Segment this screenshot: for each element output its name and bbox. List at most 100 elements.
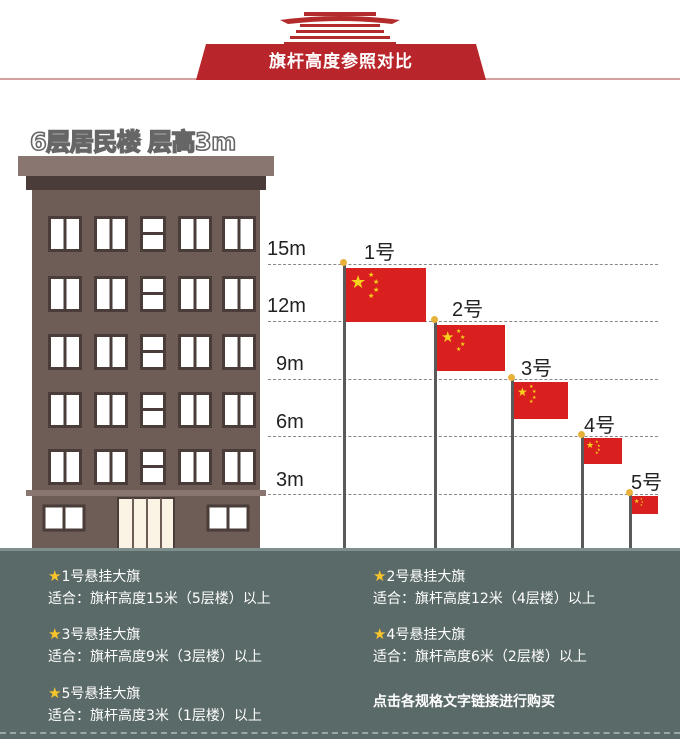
- window-frame: [63, 337, 67, 367]
- star-icon: ★: [373, 625, 387, 643]
- window-frame: [193, 452, 197, 482]
- height-line-3m: [268, 494, 658, 495]
- window-frame: [237, 395, 241, 425]
- svg-text:★: ★: [456, 328, 461, 335]
- window-frame: [237, 452, 241, 482]
- flag-5[interactable]: ★ ★ ★ ★: [632, 496, 658, 514]
- svg-text:★: ★: [373, 286, 379, 294]
- window-frame: [193, 279, 197, 309]
- item-suit-2: 适合：旗杆高度12米（4层楼）以上: [373, 591, 596, 607]
- window-frame: [193, 337, 197, 367]
- svg-text:★: ★: [532, 395, 537, 401]
- height-label-9m: 9m: [276, 353, 304, 375]
- height-line-12m: [268, 321, 658, 322]
- height-line-15m: [268, 264, 658, 265]
- building-title: 6层居民楼 层高3m: [29, 127, 237, 157]
- window-frame: [237, 219, 241, 249]
- svg-text:★: ★: [529, 399, 534, 405]
- svg-text:★: ★: [456, 346, 461, 353]
- flagpole-3: [511, 379, 514, 548]
- window-frame: [109, 219, 113, 249]
- svg-text:★: ★: [350, 272, 366, 293]
- star-icon: ★: [48, 684, 62, 702]
- window-frame: [237, 337, 241, 367]
- flag-label-5[interactable]: 5号: [631, 472, 663, 494]
- flag-4[interactable]: ★ ★ ★ ★ ★: [584, 438, 622, 464]
- window-frame: [63, 219, 67, 249]
- pole-top-3: [508, 374, 515, 381]
- flag-3[interactable]: ★ ★ ★ ★ ★: [514, 382, 568, 419]
- flagpole-5: [629, 494, 632, 548]
- flag-label-4[interactable]: 4号: [584, 415, 616, 437]
- door-frame: [160, 498, 162, 550]
- star-icon: ★: [48, 625, 62, 643]
- window-frame: [143, 408, 163, 411]
- svg-text:★: ★: [532, 389, 537, 395]
- pole-top-1: [340, 259, 347, 266]
- window-frame: [193, 219, 197, 249]
- height-line-6m: [268, 436, 658, 437]
- svg-text:★: ★: [640, 503, 643, 507]
- window-frame: [63, 279, 67, 309]
- item-title-1[interactable]: 1号悬挂大旗: [61, 569, 141, 585]
- pole-top-2: [431, 316, 438, 323]
- flag-label-3[interactable]: 3号: [521, 358, 553, 380]
- star-icon: ★: [373, 567, 387, 585]
- item-title-4[interactable]: 4号悬挂大旗: [386, 627, 466, 643]
- svg-text:★: ★: [368, 292, 374, 300]
- pole-top-5: [626, 489, 633, 496]
- window-frame: [109, 395, 113, 425]
- window-frame: [143, 292, 163, 295]
- item-5[interactable]: ★5号悬挂大旗: [48, 683, 140, 703]
- svg-text:★: ★: [641, 500, 644, 504]
- item-1[interactable]: ★1号悬挂大旗: [48, 566, 140, 586]
- window-frame: [63, 452, 67, 482]
- svg-text:★: ★: [460, 341, 465, 348]
- window-frame: [109, 337, 113, 367]
- residential-building: [18, 156, 274, 550]
- item-3[interactable]: ★3号悬挂大旗: [48, 624, 140, 644]
- star-icon: ★: [48, 567, 62, 585]
- svg-text:★: ★: [441, 328, 454, 346]
- window-frame: [143, 232, 163, 235]
- svg-text:★: ★: [597, 447, 601, 452]
- item-suit-5: 适合：旗杆高度3米（1层楼）以上: [48, 708, 262, 724]
- window-frame: [109, 452, 113, 482]
- info-panel: [0, 548, 680, 739]
- flag-1[interactable]: ★ ★ ★ ★ ★: [346, 268, 426, 322]
- window-frame: [237, 279, 241, 309]
- buy-link-text[interactable]: 点击各规格文字链接进行购买: [373, 694, 555, 710]
- item-title-2[interactable]: 2号悬挂大旗: [386, 569, 466, 585]
- flag-2[interactable]: ★ ★ ★ ★ ★: [437, 325, 505, 371]
- svg-text:★: ★: [595, 439, 599, 444]
- item-suit-4: 适合：旗杆高度6米（2层楼）以上: [373, 649, 587, 665]
- svg-text:★: ★: [586, 441, 594, 451]
- window-frame: [143, 465, 163, 468]
- flag-label-2[interactable]: 2号: [452, 299, 484, 321]
- info-panel-bottom-border: [0, 732, 680, 734]
- pavilion-roof-icon: [280, 12, 400, 45]
- window-frame: [109, 279, 113, 309]
- svg-text:★: ★: [595, 450, 599, 455]
- height-label-3m: 3m: [276, 469, 304, 491]
- door-frame: [146, 498, 148, 550]
- height-label-15m: 15m: [267, 238, 306, 260]
- svg-text:★: ★: [373, 278, 379, 286]
- item-4[interactable]: ★4号悬挂大旗: [373, 624, 465, 644]
- flag-label-1[interactable]: 1号: [364, 242, 396, 264]
- window-frame: [63, 395, 67, 425]
- window-frame: [226, 506, 230, 530]
- title-banner: [196, 44, 486, 80]
- svg-text:★: ★: [368, 271, 374, 279]
- height-label-12m: 12m: [267, 295, 306, 317]
- window-frame: [143, 350, 163, 353]
- item-title-5[interactable]: 5号悬挂大旗: [61, 686, 141, 702]
- item-2[interactable]: ★2号悬挂大旗: [373, 566, 465, 586]
- svg-text:★: ★: [640, 497, 643, 501]
- info-panel-top-border: [0, 548, 680, 551]
- window-frame: [193, 395, 197, 425]
- height-label-6m: 6m: [276, 411, 304, 433]
- flagpole-2: [434, 321, 437, 548]
- svg-text:★: ★: [529, 384, 534, 390]
- item-title-3[interactable]: 3号悬挂大旗: [61, 627, 141, 643]
